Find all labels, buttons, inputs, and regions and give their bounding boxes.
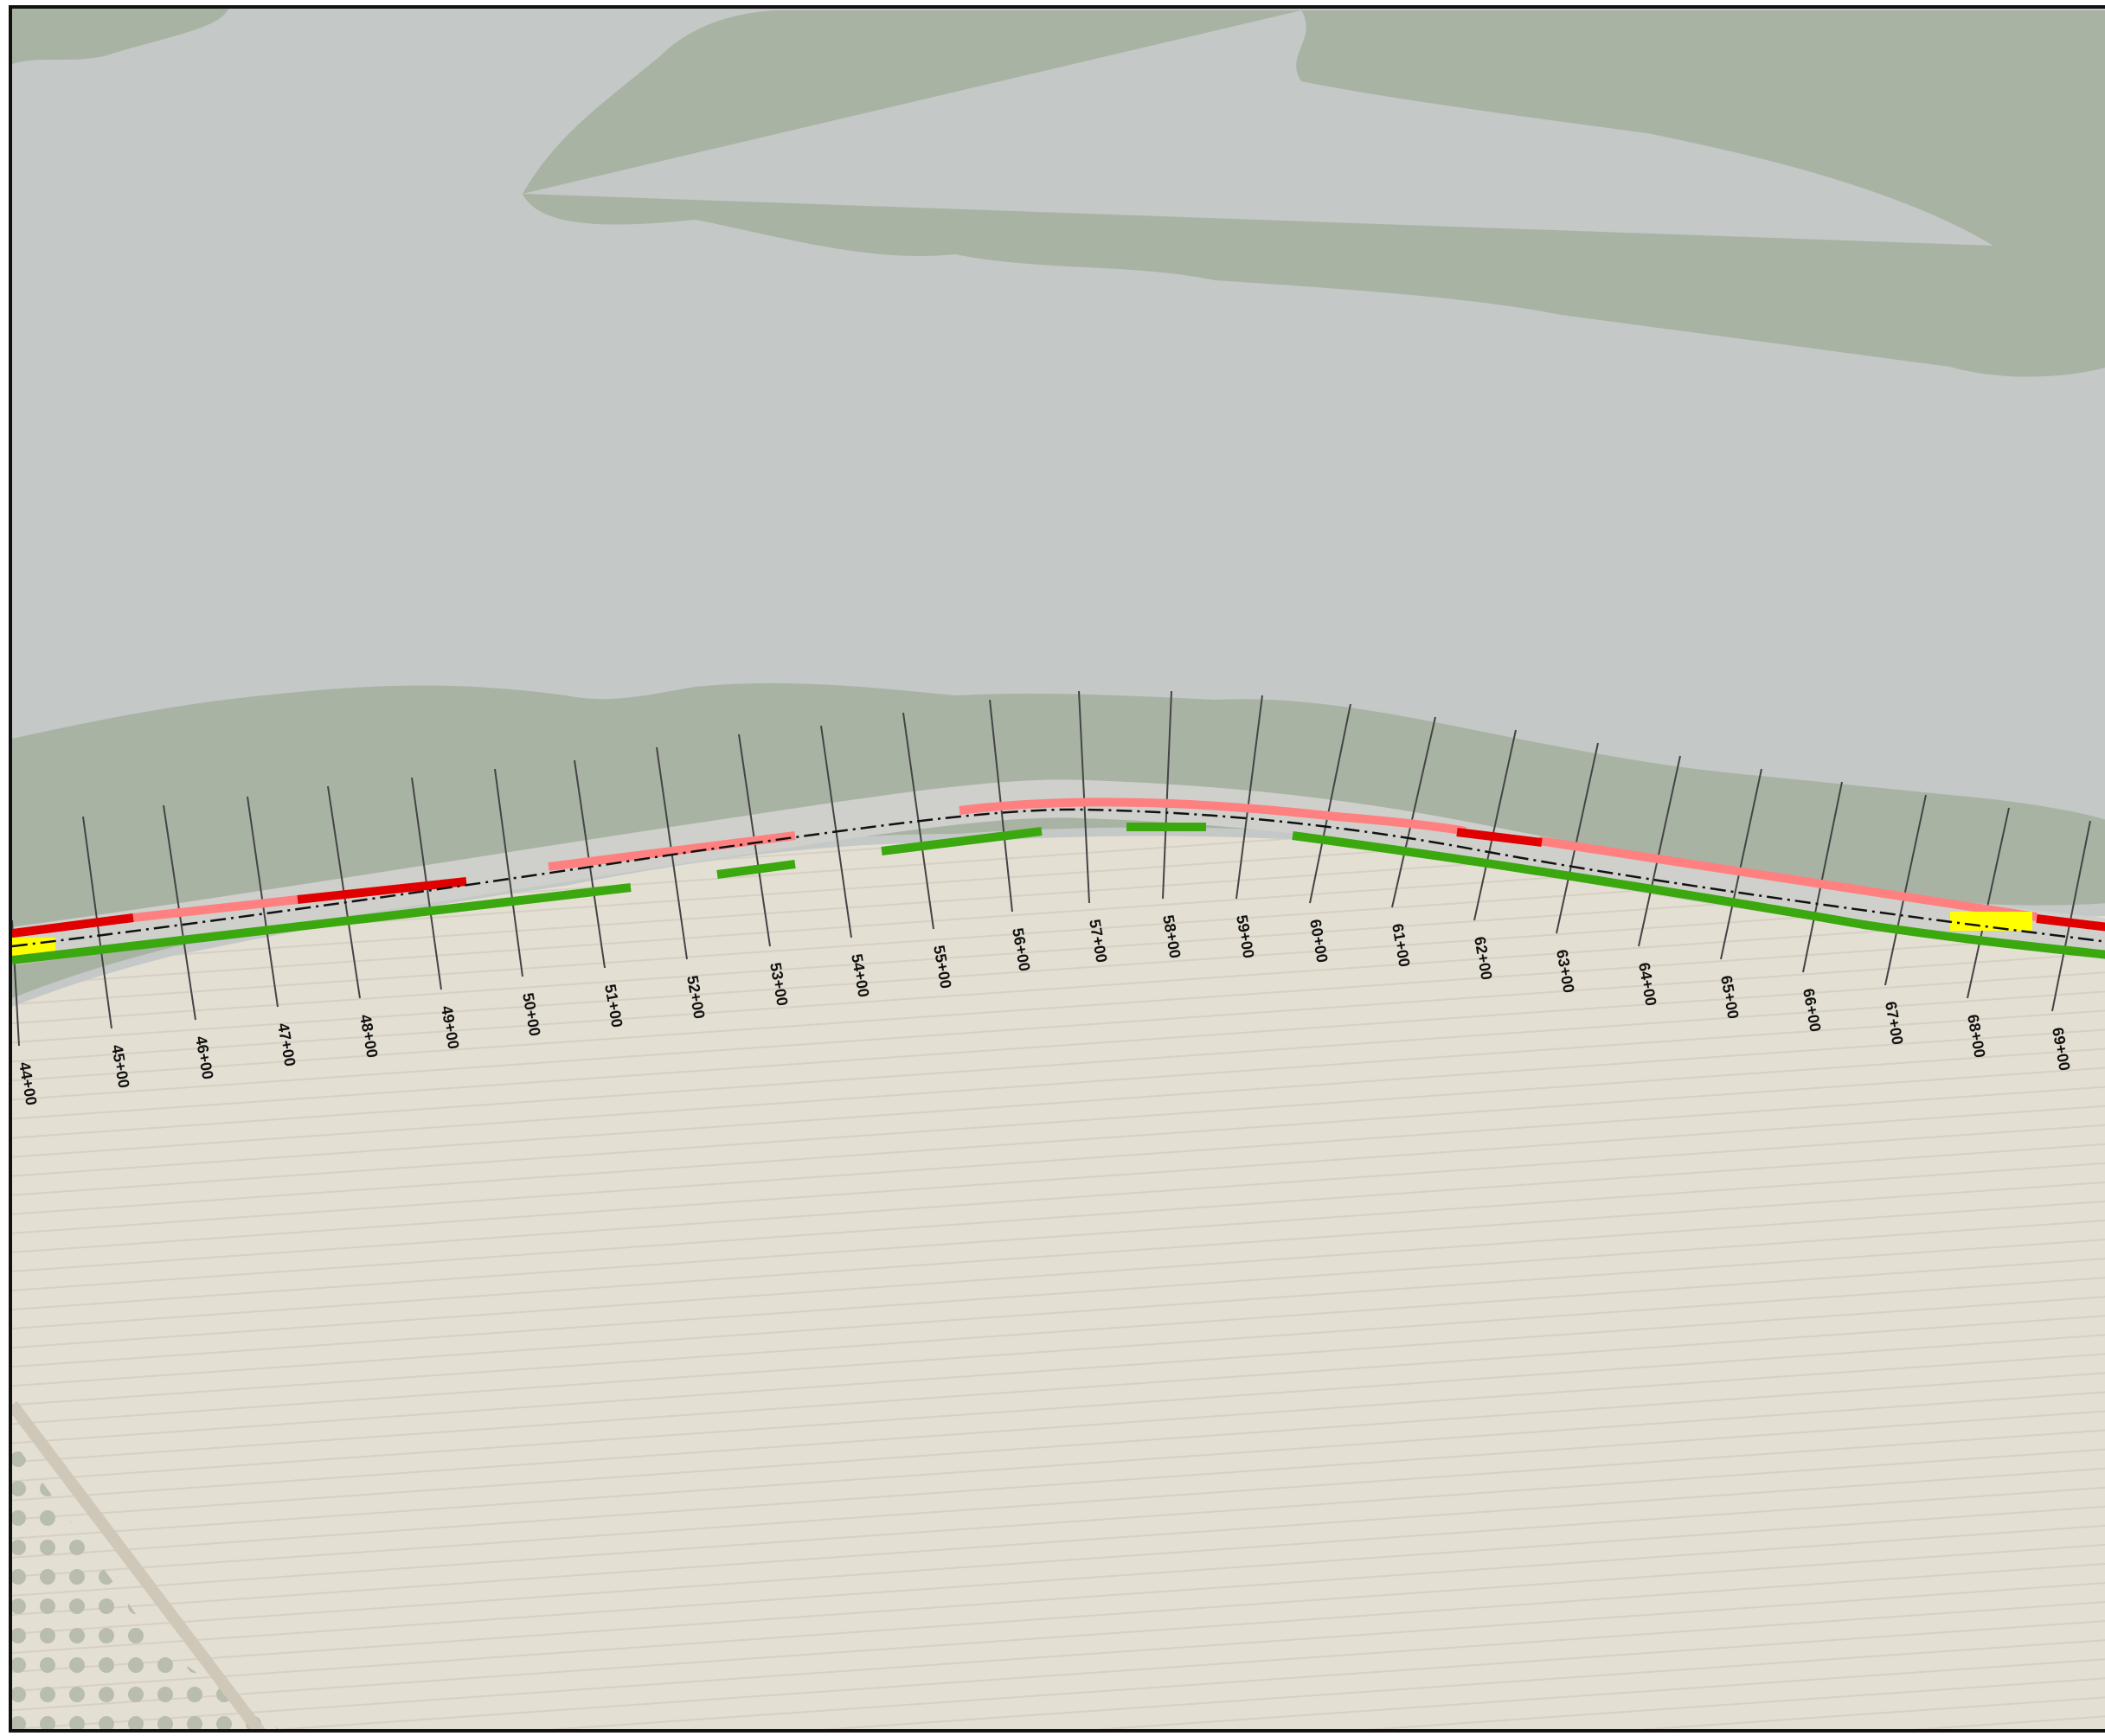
moderate-segment — [548, 831, 796, 871]
moderate-segment — [959, 798, 1466, 836]
field-rows — [12, 836, 2105, 1729]
station-line — [1556, 742, 1599, 934]
moderate-segment — [1538, 836, 2038, 921]
orchard — [12, 1439, 279, 1729]
severe-segment — [297, 877, 467, 904]
low-segment — [881, 827, 1043, 855]
station-line — [1473, 729, 1517, 921]
map-frame: 44+00 45+00 46+00 47+00 48+00 49+00 50+00 51+00… — [9, 5, 2105, 1733]
low-segment — [12, 883, 632, 964]
far-bank-trees — [523, 10, 2105, 377]
severe-segment — [12, 913, 134, 938]
station-line — [494, 768, 523, 977]
station-line — [1391, 716, 1436, 908]
station-line — [1884, 794, 1927, 986]
caution-segment — [1950, 912, 2032, 931]
station-line — [1078, 690, 1090, 904]
station-line — [1802, 781, 1843, 973]
station-line — [1162, 690, 1172, 900]
near-bank-trees — [12, 682, 2105, 998]
station-line — [1638, 755, 1681, 947]
severe-segment — [1456, 828, 1543, 847]
far-bank-trees-left — [12, 9, 228, 64]
station-line — [1720, 768, 1762, 960]
severe-segment — [2036, 914, 2105, 932]
farm-road — [12, 1400, 266, 1729]
levee-centerline — [12, 808, 2105, 948]
low-segment — [716, 860, 796, 879]
aerial-map[interactable]: 44+00 45+00 46+00 47+00 48+00 49+00 50+00 51+00… — [12, 9, 2105, 1733]
station-line — [2051, 820, 2091, 1012]
station-line — [1967, 807, 2010, 999]
moderate-segment — [132, 895, 298, 922]
landside-condition-segments — [12, 823, 2105, 964]
riverside-condition-segments — [12, 798, 2105, 957]
low-segment — [1292, 831, 2105, 959]
station-line — [1309, 703, 1351, 904]
station-line — [1235, 695, 1263, 900]
